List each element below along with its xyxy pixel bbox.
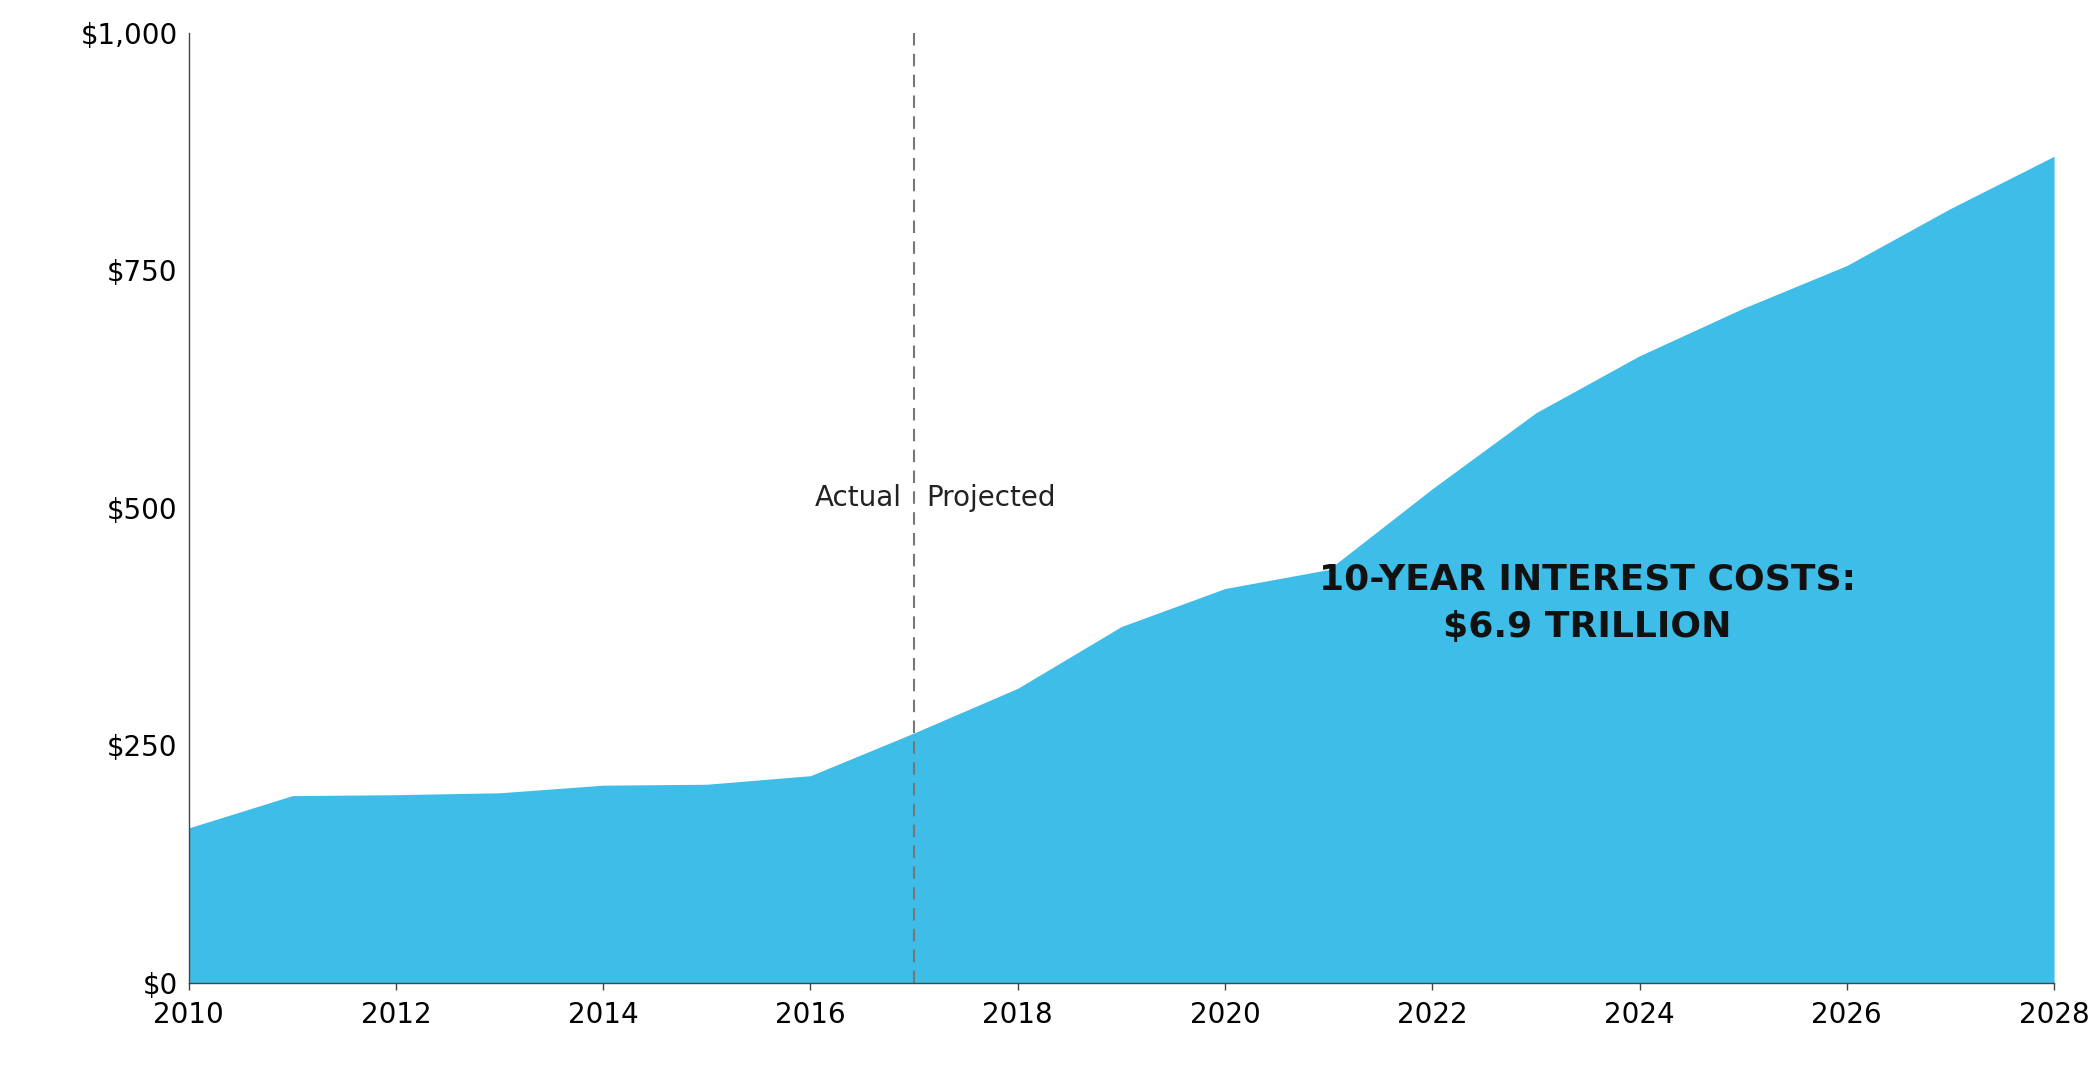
Text: Actual: Actual [815, 484, 901, 512]
Text: 10-YEAR INTEREST COSTS:
$6.9 TRILLION: 10-YEAR INTEREST COSTS: $6.9 TRILLION [1318, 562, 1857, 643]
Text: Projected: Projected [926, 484, 1056, 512]
